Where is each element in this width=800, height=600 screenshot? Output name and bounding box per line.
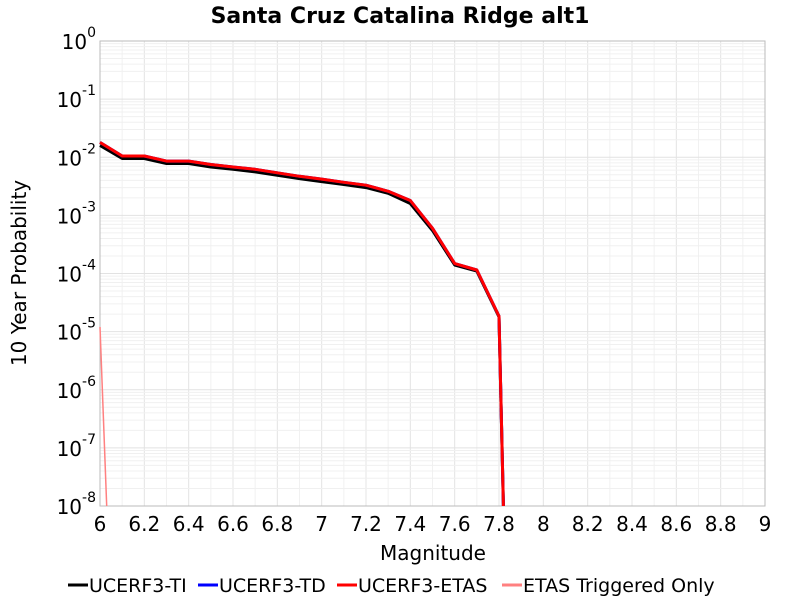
y-tick-label: 10-3 [57,199,96,228]
y-tick-base: 10 [57,495,82,519]
y-tick-label: 100 [62,25,96,54]
x-tick-label: 7.8 [483,512,515,536]
y-tick-label: 10-5 [57,316,96,345]
x-tick-label: 8.6 [660,512,692,536]
x-tick-label: 8.2 [572,512,604,536]
plot-area [99,40,766,507]
y-tick-base: 10 [57,263,82,287]
x-tick-label: 7 [315,512,328,536]
legend: UCERF3-TI UCERF3-TD UCERF3-ETAS ETAS Trigge… [68,575,715,597]
y-tick-exponent: 0 [87,25,96,41]
y-axis-label: 10 Year Probability [7,180,31,366]
x-tick-label: 8.8 [705,512,737,536]
x-axis-label: Magnitude [380,541,486,565]
y-tick-base: 10 [57,379,82,403]
series-line-ucerf3-td [99,141,505,507]
x-tick-label: 8.4 [616,512,648,536]
y-tick-base: 10 [57,204,82,228]
y-tick-exponent: -8 [82,490,96,506]
y-tick-base: 10 [62,30,87,54]
y-tick-label: 10-8 [57,490,96,519]
series-line-etas-triggered-only [99,326,108,507]
x-tick-label: 6.6 [217,512,249,536]
y-tick-label: 10-7 [57,432,96,461]
series-line-ucerf3-etas [99,141,505,507]
x-tick-label: 9 [759,512,772,536]
x-tick-label: 6.8 [261,512,293,536]
series-lines [99,141,505,507]
x-tick-label: 6 [94,512,107,536]
legend-label: UCERF3-TD [219,575,326,597]
x-tick-label: 8 [537,512,550,536]
y-tick-label: 10-4 [57,258,97,287]
series-line-ucerf3-ti [99,144,505,507]
y-tick-label: 10-1 [57,83,96,112]
legend-label: UCERF3-ETAS [358,575,487,597]
y-tick-exponent: -1 [82,83,96,99]
y-tick-base: 10 [57,437,82,461]
grid [99,41,766,507]
x-tick-label: 7.6 [439,512,471,536]
y-tick-exponent: -2 [82,141,96,157]
legend-label: ETAS Triggered Only [523,575,715,597]
chart-title: Santa Cruz Catalina Ridge alt1 [211,4,590,29]
y-tick-base: 10 [57,146,82,170]
y-tick-exponent: -7 [82,432,96,448]
x-tick-label: 6.2 [128,512,160,536]
y-tick-exponent: -5 [82,316,96,332]
y-tick-base: 10 [57,88,82,112]
legend-label: UCERF3-TI [89,575,187,597]
y-tick-label: 10-6 [57,374,97,403]
x-tick-labels: 6 6.2 6.4 6.6 6.8 7 7.2 7.4 7.6 7.8 8 8.2 8.4 8.6 8.8 9 [94,512,772,536]
y-tick-base: 10 [57,321,82,345]
y-tick-exponent: -6 [82,374,96,390]
y-tick-exponent: -3 [82,199,96,215]
y-tick-exponent: -4 [82,258,96,274]
x-tick-label: 6.4 [173,512,205,536]
y-tick-label: 10-2 [57,141,96,170]
x-tick-label: 7.4 [394,512,426,536]
x-tick-label: 7.2 [350,512,382,536]
